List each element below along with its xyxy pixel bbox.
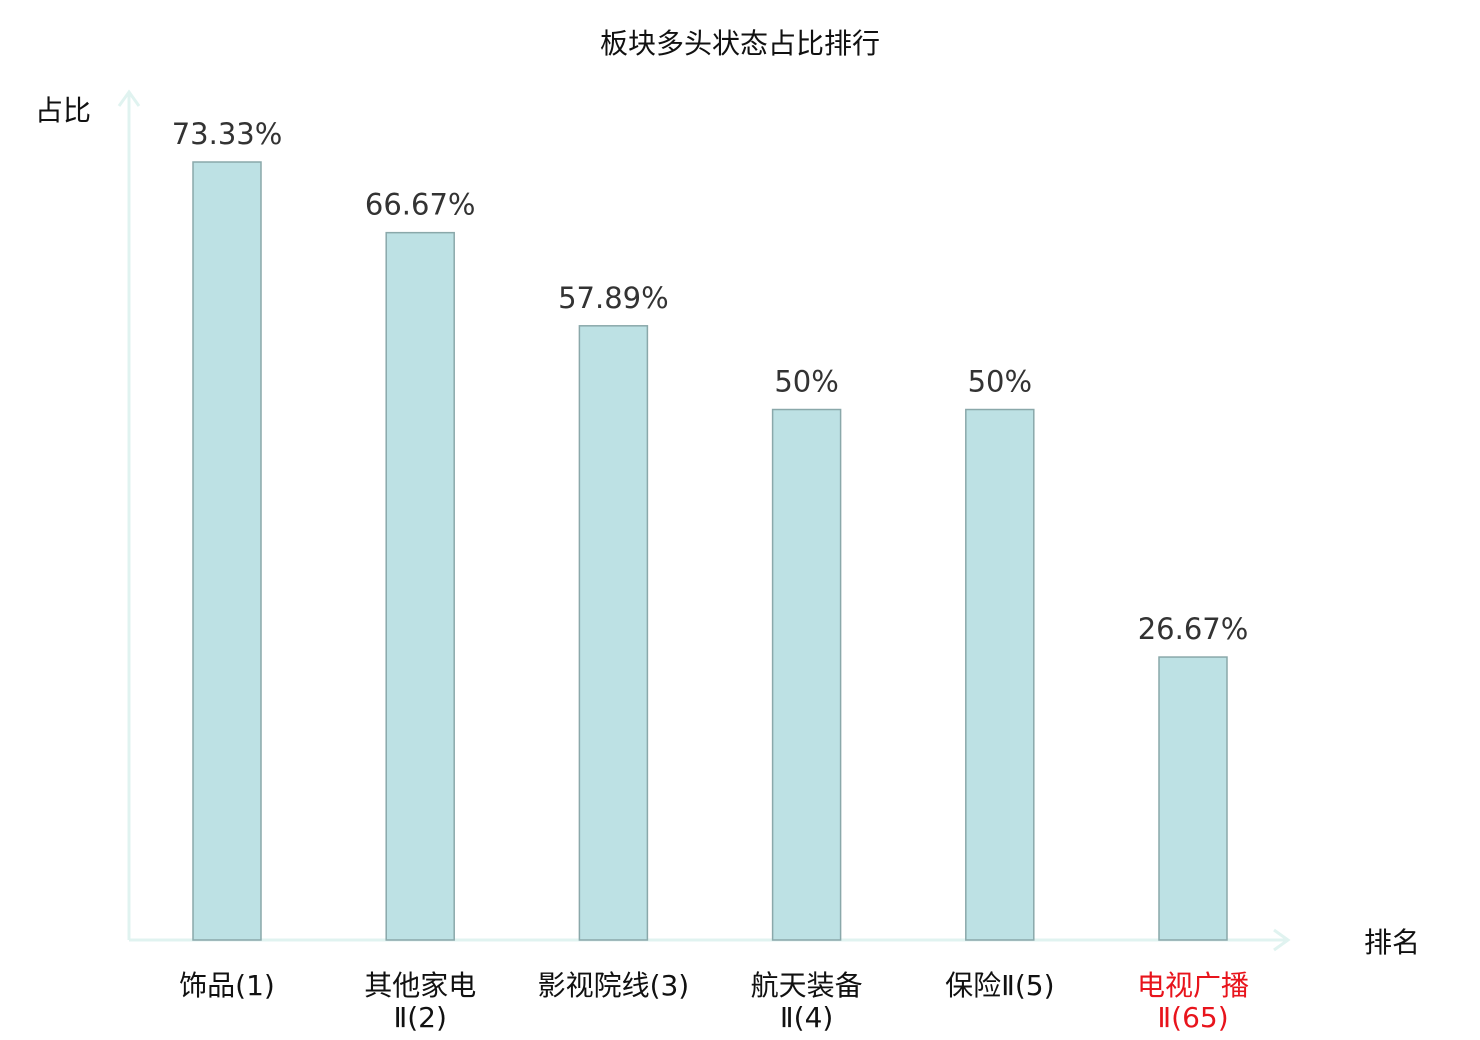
bar: [192, 161, 262, 941]
x-axis-label: 排名: [1364, 926, 1420, 959]
bar: [965, 408, 1035, 941]
bar: [771, 408, 842, 941]
bar-value-label: 50%: [774, 365, 838, 399]
category-tick-label: Ⅱ(4): [780, 1001, 833, 1034]
bars-group: [192, 161, 1228, 941]
bar-value-label: 57.89%: [558, 281, 669, 315]
bar-value-label: 26.67%: [1138, 612, 1249, 646]
category-tick-label: 航天装备: [751, 969, 863, 1002]
chart-title: 板块多头状态占比排行: [600, 27, 880, 60]
y-axis: [117, 89, 141, 940]
category-tick-label: Ⅱ(65): [1157, 1001, 1228, 1034]
category-tick-label: 影视院线(3): [538, 969, 690, 1002]
x-axis: [129, 928, 1291, 952]
bar: [1158, 656, 1228, 941]
bar-value-label: 73.33%: [172, 117, 283, 151]
y-axis-label: 占比: [35, 94, 91, 127]
bar-value-label: 66.67%: [365, 188, 476, 222]
bar: [578, 325, 649, 941]
category-tick-label: 饰品(1): [179, 969, 275, 1002]
bar: [385, 231, 455, 941]
value-labels-group: 73.33% 66.67% 57.89% 50% 50% 26.67%: [172, 117, 1249, 646]
category-tick-label: 电视广播: [1137, 969, 1249, 1002]
bar-value-label: 50%: [968, 365, 1032, 399]
category-tick-label: Ⅱ(2): [393, 1001, 446, 1034]
category-tick-label: 其他家电: [364, 969, 476, 1002]
category-tick-label: 保险Ⅱ(5): [945, 969, 1054, 1002]
